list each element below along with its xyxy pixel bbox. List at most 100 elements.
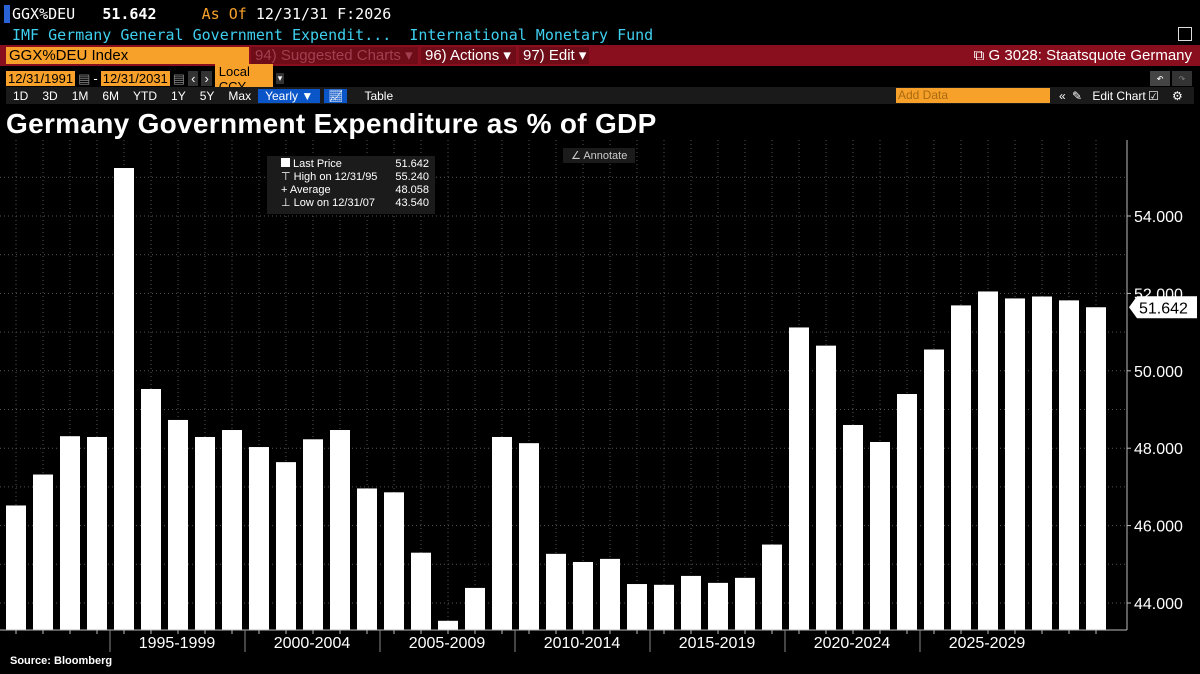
prev-icon[interactable]: ‹ (188, 71, 199, 86)
gear-icon[interactable]: ⚙ (1172, 88, 1183, 103)
calendar-icon[interactable]: ▤ (172, 70, 186, 86)
bar-2029 (1032, 296, 1052, 630)
y-tick-label: 50.000 (1134, 364, 1183, 381)
annotate-label: Annotate (583, 150, 628, 162)
bar-2004 (357, 488, 377, 630)
header-marker (4, 5, 10, 23)
legend-high-label: High on 12/31/95 (293, 171, 378, 183)
line-chart-icon[interactable]: 📈︎ (324, 88, 348, 103)
security-input[interactable]: GGX%DEU Index (6, 47, 249, 64)
legend-high: ⊤ High on 12/31/95 55.240 (281, 171, 429, 183)
undo-icon[interactable]: ↶ (1150, 71, 1170, 86)
bar-2025 (924, 349, 944, 630)
chart-legend: Last Price 51.642 ⊤ High on 12/31/95 55.24… (267, 156, 435, 214)
bar-1995 (114, 168, 134, 630)
annotate-button[interactable]: ∠ Annotate (563, 148, 636, 163)
bar-2009 (492, 436, 512, 630)
bar-2031 (1086, 307, 1106, 630)
bar-2028 (1005, 298, 1025, 630)
bar-2007 (438, 620, 458, 630)
edit-chart-label: Edit Chart (1092, 88, 1146, 103)
period-max[interactable]: Max (228, 88, 252, 103)
add-data-input[interactable]: Add Data (896, 88, 1050, 103)
bar-2015 (654, 584, 674, 630)
security-header: GGX%DEU 51.642 As Of 12/31/31 F:2026 (4, 4, 391, 24)
related-chart-label: G 3028: Staatsquote Germany (988, 47, 1192, 64)
end-date-input[interactable]: 12/31/2031 (100, 71, 170, 86)
collapse-icon[interactable]: « (1059, 88, 1066, 103)
bar-2030 (1059, 300, 1079, 630)
period-6m[interactable]: 6M (102, 88, 120, 103)
as-of-date: 12/31/31 (255, 5, 329, 23)
edit-chart-button[interactable]: ✎ Edit Chart (1072, 89, 1153, 103)
period-5y[interactable]: 5Y (199, 88, 215, 103)
popout-icon[interactable] (1178, 27, 1192, 41)
checklist-icon[interactable]: ☑ (1148, 88, 1159, 103)
bar-2011 (546, 553, 566, 630)
bar-1996 (141, 388, 161, 630)
bar-2023 (870, 442, 890, 630)
bar-2020 (789, 327, 809, 630)
table-button[interactable]: Table (364, 88, 394, 103)
period-bar: 1D 3D 1M 6M YTD 1Y 5Y Max Yearly ▼ 📈︎ Ta… (6, 87, 1194, 104)
bar-2008 (465, 587, 485, 630)
related-chart-link[interactable]: ⧉ G 3028: Staatsquote Germany (974, 47, 1192, 64)
bar-2016 (681, 575, 701, 630)
ticker: GGX%DEU (12, 5, 76, 23)
legend-avg-label: Average (289, 184, 331, 196)
actions-button[interactable]: 96) Actions ▾ (421, 47, 516, 64)
legend-high-value: 55.240 (395, 171, 429, 183)
x-group-label: 2020-2024 (814, 635, 891, 652)
bar-2018 (735, 577, 755, 630)
redo-icon[interactable]: ↷ (1172, 71, 1192, 86)
bar-1993 (60, 436, 80, 630)
forecast: F:2026 (337, 5, 392, 23)
external-link-icon: ⧉ (973, 47, 989, 64)
legend-last-value: 51.642 (395, 158, 429, 170)
bar-2010 (519, 443, 539, 630)
bar-2012 (573, 561, 593, 630)
bar-2026 (951, 305, 971, 630)
frequency-select[interactable]: Yearly ▼ (258, 88, 321, 103)
bar-2022 (843, 424, 863, 630)
bar-1994 (87, 436, 107, 630)
description-row: IMF Germany General Government Expendit.… (12, 26, 653, 44)
source-note: Source: Bloomberg (10, 655, 113, 667)
bar-2002 (303, 439, 323, 630)
bar-2017 (708, 582, 728, 630)
bar-2013 (600, 558, 620, 630)
legend-average: + Average 48.058 (281, 184, 429, 196)
y-tick-label: 54.000 (1134, 209, 1183, 226)
x-group-label: 2000-2004 (274, 635, 351, 652)
start-date-input[interactable]: 12/31/1991 (6, 71, 76, 86)
last-value: 51.642 (102, 5, 157, 23)
source-name: International Monetary Fund (409, 26, 654, 44)
bar-1992 (33, 474, 53, 630)
edit-button[interactable]: 97) Edit ▾ (519, 47, 589, 64)
period-ytd[interactable]: YTD (133, 88, 158, 103)
chevron-down-icon[interactable]: ▾ (275, 73, 285, 84)
bar-1997 (168, 419, 188, 630)
period-1d[interactable]: 1D (13, 88, 29, 103)
next-icon[interactable]: › (201, 71, 212, 86)
period-1m[interactable]: 1M (71, 88, 89, 103)
last-value-tag (1129, 296, 1197, 319)
as-of-label: As Of (201, 5, 247, 23)
period-1y[interactable]: 1Y (171, 88, 186, 103)
x-group-label: 2025-2029 (949, 635, 1026, 652)
bar-2019 (762, 544, 782, 630)
x-group-label: 1995-1999 (139, 635, 216, 652)
suggested-charts-button[interactable]: 94) Suggested Charts ▾ (251, 47, 418, 64)
legend-last: Last Price 51.642 (281, 158, 429, 171)
y-tick-label: 46.000 (1134, 519, 1183, 536)
period-3d[interactable]: 3D (42, 88, 58, 103)
x-group-label: 2005-2009 (409, 635, 486, 652)
bar-2024 (897, 394, 917, 630)
bar-1998 (195, 436, 215, 630)
calendar-icon[interactable]: ▤ (78, 70, 91, 86)
legend-last-label: Last Price (293, 158, 342, 170)
legend-low-value: 43.540 (395, 197, 429, 209)
bar-2003 (330, 430, 350, 630)
bar-2000 (249, 447, 269, 630)
